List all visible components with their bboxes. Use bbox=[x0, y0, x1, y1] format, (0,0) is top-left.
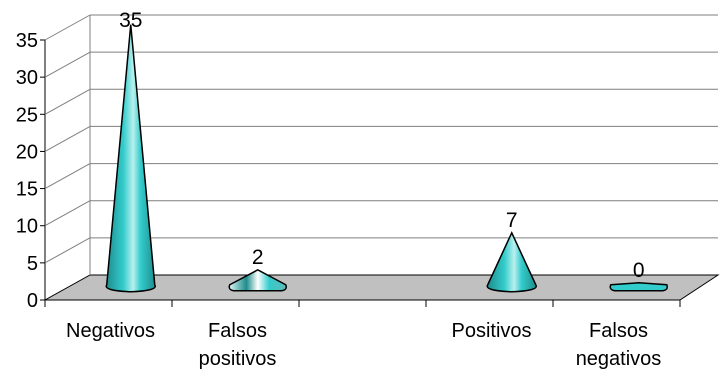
side-gridline bbox=[44, 200, 91, 227]
data-label: 35 bbox=[119, 9, 142, 32]
y-tick-label: 30 bbox=[16, 67, 38, 89]
data-label: 0 bbox=[633, 259, 645, 282]
cone-body bbox=[228, 269, 287, 292]
data-label: 7 bbox=[506, 209, 518, 232]
cone bbox=[228, 269, 287, 292]
x-tick-label: Negativos bbox=[66, 320, 155, 342]
cone-body bbox=[609, 281, 668, 292]
y-tick-label: 5 bbox=[27, 253, 38, 275]
cone-body bbox=[105, 24, 156, 293]
data-labels: 35 2 7 0 bbox=[119, 9, 645, 282]
y-tick-label: 0 bbox=[27, 290, 38, 312]
side-gridline bbox=[44, 125, 91, 152]
x-axis-ticks: Negativos Falsos positivos Positivos Falsos n… bbox=[44, 300, 681, 370]
y-tick-label: 10 bbox=[16, 216, 38, 238]
side-gridline bbox=[44, 88, 91, 115]
data-label: 2 bbox=[252, 246, 264, 269]
x-tick-label: negativos bbox=[576, 348, 662, 370]
side-gridline bbox=[44, 163, 91, 190]
x-tick-label: Falsos bbox=[208, 320, 267, 342]
side-gridline bbox=[44, 14, 91, 41]
side-gridline bbox=[44, 237, 91, 264]
cone-series bbox=[105, 24, 668, 293]
x-tick-label: positivos bbox=[199, 348, 277, 370]
y-tick-label: 25 bbox=[16, 104, 38, 126]
side-gridline bbox=[44, 51, 91, 78]
cone bbox=[486, 230, 537, 293]
y-tick-label: 35 bbox=[16, 30, 38, 52]
gridlines bbox=[44, 14, 718, 264]
cone-body bbox=[486, 230, 537, 293]
cone bbox=[105, 24, 156, 293]
y-tick-label: 15 bbox=[16, 179, 38, 201]
floor bbox=[43, 274, 720, 301]
y-axis-ticks: 0 5 10 15 20 25 30 35 bbox=[16, 30, 45, 312]
y-tick-label: 20 bbox=[16, 141, 38, 163]
x-tick-label: Positivos bbox=[451, 320, 531, 342]
cone bbox=[609, 281, 668, 292]
x-tick-label: Falsos bbox=[589, 320, 648, 342]
